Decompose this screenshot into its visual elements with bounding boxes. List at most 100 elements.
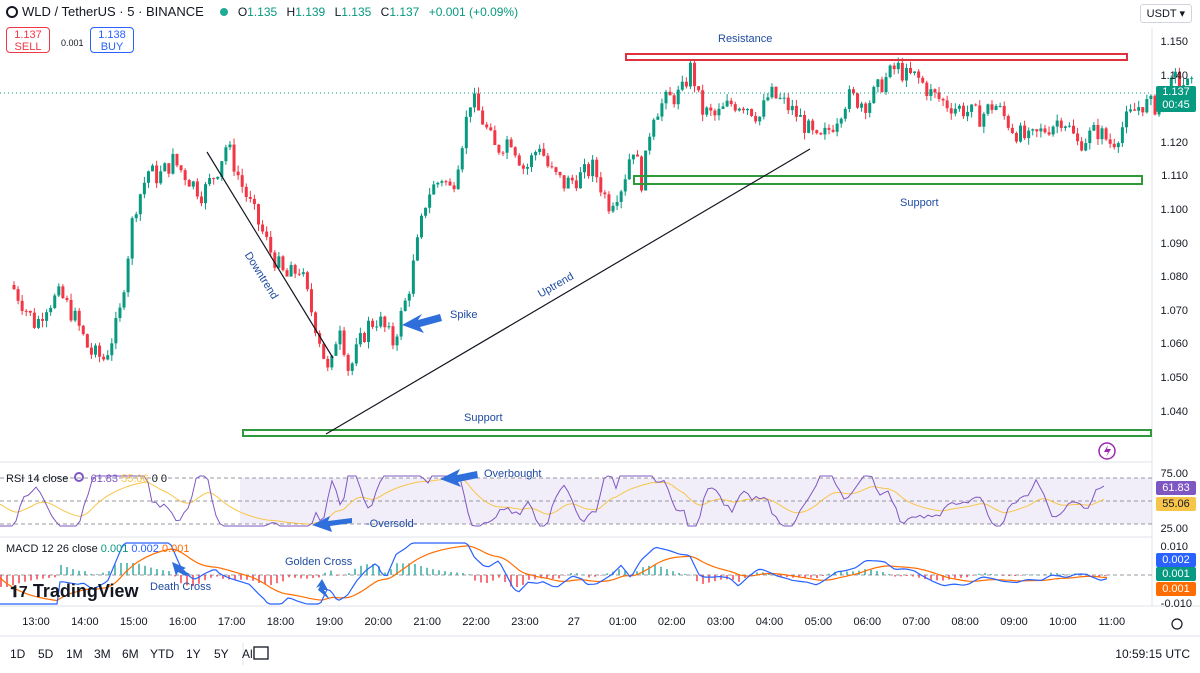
candle-body [269,236,273,253]
macd-histogram-bar [690,574,692,576]
timeframe-button-all[interactable]: All [242,647,256,661]
macd-histogram-bar [216,575,218,577]
macd-histogram-bar [198,575,200,584]
macd-histogram-bar [660,566,662,575]
candle-body [1035,129,1039,132]
candle-body [660,103,664,117]
candle-body [766,97,770,101]
macd-histogram-bar [1062,573,1064,575]
candle-body [403,300,407,312]
macd-histogram-bar [240,575,242,580]
buy-button[interactable]: 1.138 BUY [90,27,134,53]
timeframe-button-6m[interactable]: 6M [122,647,139,661]
rsi-ma-value-tag: 55.06 [1156,497,1196,511]
timeframe-button-5d[interactable]: 5D [38,647,54,661]
oversold-label: -Oversold- [366,518,418,530]
macd-histogram-bar [504,575,506,583]
oversold-arrow-icon [312,516,352,532]
macd-histogram-bar [276,575,278,584]
candle-body [701,90,705,115]
timeframe-button-1d[interactable]: 1D [10,647,26,661]
candle-body [1100,128,1104,140]
macd-histogram-bar [234,575,236,580]
macd-histogram-bar [498,575,500,578]
currency-selector[interactable]: USDT ▾ [1139,4,1192,23]
macd-legend[interactable]: MACD 12 26 close 0.001 0.002 0.001 [6,543,190,555]
macd-histogram-bar [318,575,320,578]
macd-tick-low: -0.010 [1160,598,1192,610]
macd-histogram-bar [18,575,20,584]
candle-body [676,89,680,105]
support-label-upper: Support [900,197,939,209]
rsi-legend[interactable]: RSI 14 close 61.83 55.06 0 0 [6,472,167,485]
candle-body [199,196,203,204]
sell-button[interactable]: 1.137 SELL [6,27,50,53]
candle-body [301,272,305,275]
rsi-tick-high: 75.00 [1160,468,1188,480]
candle-body [1088,130,1092,144]
macd-histogram-bar [378,566,380,575]
candle-body [481,110,485,125]
candle-body [212,178,216,180]
x-tick-label: 04:00 [755,616,784,628]
golden-cross-arrow-icon [316,579,330,600]
timeframe-button-ytd[interactable]: YTD [150,647,174,661]
candle-body [118,307,122,319]
y-tick-label: 1.100 [1160,204,1188,216]
candle-body [89,347,93,355]
candle-body [24,310,28,312]
macd-histogram-bar [636,571,638,575]
candle-body [350,363,354,371]
macd-histogram-bar [786,575,788,578]
x-tick-label: 14:00 [71,616,99,628]
macd-histogram-bar [336,575,338,576]
candle-body [921,77,925,83]
candle-body [1063,126,1067,128]
macd-histogram-bar [420,566,422,575]
candle-body [603,192,607,195]
macd-histogram-bar [12,575,14,586]
timeframe-button-1m[interactable]: 1M [66,647,83,661]
macd-histogram-bar [132,563,134,575]
candle-body [534,151,538,156]
macd-histogram-bar [582,574,584,576]
timeframe-button-3m[interactable]: 3M [94,647,111,661]
macd-histogram-bar [756,572,758,575]
timeframe-button-1y[interactable]: 1Y [186,647,201,661]
candle-body [941,98,945,101]
x-tick-label: 22:00 [462,616,490,628]
candle-body [1076,133,1080,142]
candle-body [900,62,904,81]
candle-body [790,105,794,111]
candle-body [204,184,208,204]
macd-histogram-bar [60,564,62,575]
overbought-arrow-icon [440,469,478,487]
macd-histogram-bar [852,571,854,575]
macd-histogram-bar [324,572,326,575]
candle-body [770,86,774,98]
macd-histogram-bar [264,575,266,585]
macd-histogram-bar [84,571,86,575]
macd-histogram-bar [594,575,596,577]
candle-body [318,333,322,344]
candle-body [868,103,872,113]
candle-body [574,180,578,189]
candle-body [362,333,366,342]
macd-histogram-bar [120,563,122,575]
macd-histogram-bar [186,575,188,586]
candle-body [978,105,982,127]
candle-body [599,177,603,193]
candle-body [102,356,106,360]
utc-clock[interactable]: 10:59:15 UTC [1115,647,1190,661]
candle-body [151,165,155,172]
candle-body [183,170,187,181]
timeframe-button-5y[interactable]: 5Y [214,647,229,661]
candle-body [794,105,798,117]
macd-histogram-bar [306,575,308,579]
settings-gear-icon [1171,618,1183,630]
candle-body [725,100,729,107]
candle-body [163,163,167,172]
symbol-title[interactable]: WLD / TetherUS · 5 · BINANCE [22,4,204,19]
candle-body [953,108,957,114]
